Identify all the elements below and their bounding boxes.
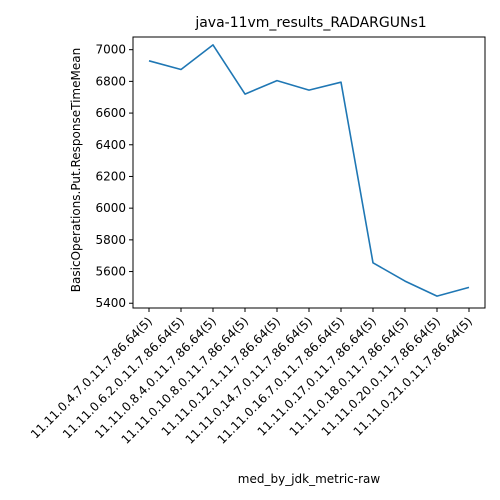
y-tick-label: 5400: [95, 296, 126, 310]
y-tick-label: 6400: [95, 138, 126, 152]
y-tick-label: 5800: [95, 233, 126, 247]
y-tick-label: 6200: [95, 169, 126, 183]
y-axis-label: BasicOperations.Put.ResponseTimeMean: [69, 48, 83, 292]
chart-title: java-11vm_results_RADARGUNs1: [194, 15, 426, 31]
y-tick-label: 6600: [95, 106, 126, 120]
y-tick-label: 7000: [95, 43, 126, 57]
x-axis-label: med_by_jdk_metric-raw: [238, 472, 381, 486]
y-tick-label: 5600: [95, 265, 126, 279]
plot-frame: [132, 36, 486, 309]
plot-area: 54005600580060006200640066006800700011.1…: [28, 36, 486, 447]
y-tick-label: 6000: [95, 201, 126, 215]
y-tick-label: 6800: [95, 74, 126, 88]
series-line: [148, 44, 470, 297]
